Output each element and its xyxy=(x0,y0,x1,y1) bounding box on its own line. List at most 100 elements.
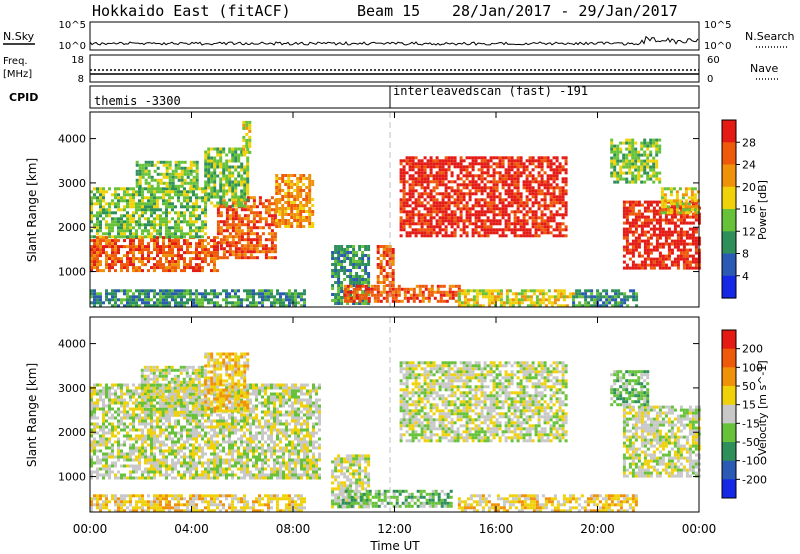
power-cell xyxy=(483,165,487,169)
power-cell xyxy=(468,198,472,202)
power-cell xyxy=(526,295,530,299)
power-cell xyxy=(498,171,502,175)
power-cell xyxy=(311,213,315,216)
power-cell xyxy=(132,199,135,203)
power-cell xyxy=(462,222,466,226)
power-cell xyxy=(337,251,341,254)
power-cell xyxy=(673,215,677,219)
freq-strip-frame xyxy=(89,54,700,83)
power-cell xyxy=(284,222,288,225)
power-cell xyxy=(234,241,238,245)
power-cell xyxy=(405,216,409,220)
power-cell xyxy=(429,162,433,166)
power-cell xyxy=(120,208,123,212)
power-cell xyxy=(293,216,297,219)
power-cell xyxy=(147,175,151,179)
power-cell xyxy=(284,201,288,204)
power-cell xyxy=(477,162,481,166)
power-cell xyxy=(210,186,214,190)
power-cell xyxy=(405,198,409,202)
power-cell xyxy=(243,253,247,257)
power-cell xyxy=(231,195,235,199)
power-cell xyxy=(501,180,505,184)
power-cell xyxy=(165,289,168,293)
power-cell xyxy=(96,245,99,249)
power-cell xyxy=(508,298,512,302)
power-cell xyxy=(417,180,421,184)
power-cell xyxy=(135,160,139,164)
power-cell xyxy=(429,171,433,175)
nsearch-tick-bottom: 10^0 xyxy=(704,41,731,52)
power-cell xyxy=(534,177,538,181)
power-cell xyxy=(300,298,303,302)
velocity-cell xyxy=(144,413,147,417)
power-cell xyxy=(123,199,126,203)
power-cell xyxy=(519,192,523,196)
power-cell xyxy=(281,222,285,225)
power-cell xyxy=(204,162,208,166)
power-cell xyxy=(423,222,427,226)
power-cell xyxy=(462,195,466,199)
power-cell xyxy=(385,284,389,287)
power-cell xyxy=(423,216,427,220)
power-cell xyxy=(99,254,102,258)
power-cell xyxy=(379,263,383,266)
freq-tick-top: 18 xyxy=(71,55,84,66)
power-cell xyxy=(655,218,659,222)
power-cell xyxy=(622,230,626,234)
power-cell xyxy=(463,292,467,296)
power-cell xyxy=(513,216,517,220)
power-cell xyxy=(678,187,682,191)
power-cell xyxy=(231,192,235,196)
power-cell xyxy=(364,290,368,294)
power-cell xyxy=(361,257,365,260)
power-cell xyxy=(284,195,288,198)
power-cell xyxy=(414,177,418,181)
power-cell xyxy=(331,257,335,260)
power-cell xyxy=(147,269,150,273)
power-cell xyxy=(237,171,241,175)
power-cell xyxy=(459,171,463,175)
power-cell xyxy=(646,254,650,258)
power-cell xyxy=(444,162,448,166)
power-cell xyxy=(129,223,132,227)
power-cell xyxy=(516,210,520,214)
power-cell xyxy=(679,221,683,225)
power-cell xyxy=(523,298,527,302)
power-cell xyxy=(635,295,639,299)
velocity-cell xyxy=(93,437,96,441)
power-cell xyxy=(201,292,204,296)
power-cell xyxy=(435,156,439,160)
power-cell xyxy=(117,196,120,200)
power-cell xyxy=(311,210,315,213)
power-cell xyxy=(308,192,312,195)
power-cell xyxy=(693,211,697,215)
power-cell xyxy=(438,159,442,163)
power-cell xyxy=(408,231,412,235)
velocity-cell xyxy=(147,404,150,408)
power-cell xyxy=(302,198,306,201)
power-cell xyxy=(102,187,105,191)
power-cell xyxy=(213,254,216,258)
power-cell xyxy=(622,153,626,157)
velocity-cell xyxy=(132,410,135,414)
power-cell xyxy=(556,289,560,293)
power-cell xyxy=(655,177,659,181)
power-cell xyxy=(631,159,635,163)
velocity-cell xyxy=(141,446,144,450)
power-cell xyxy=(510,201,514,205)
power-cell xyxy=(669,208,673,212)
power-cell xyxy=(234,150,238,154)
power-cell xyxy=(555,225,559,229)
velocity-cell xyxy=(150,476,153,480)
power-cell xyxy=(637,209,641,213)
power-cell xyxy=(198,196,201,200)
power-cell xyxy=(156,166,160,170)
power-cell xyxy=(625,165,629,169)
power-cell xyxy=(426,183,430,187)
power-cell xyxy=(438,183,442,187)
power-cell xyxy=(450,174,454,178)
velocity-cell xyxy=(117,422,120,426)
power-cell xyxy=(459,159,463,163)
power-cell xyxy=(111,298,114,302)
